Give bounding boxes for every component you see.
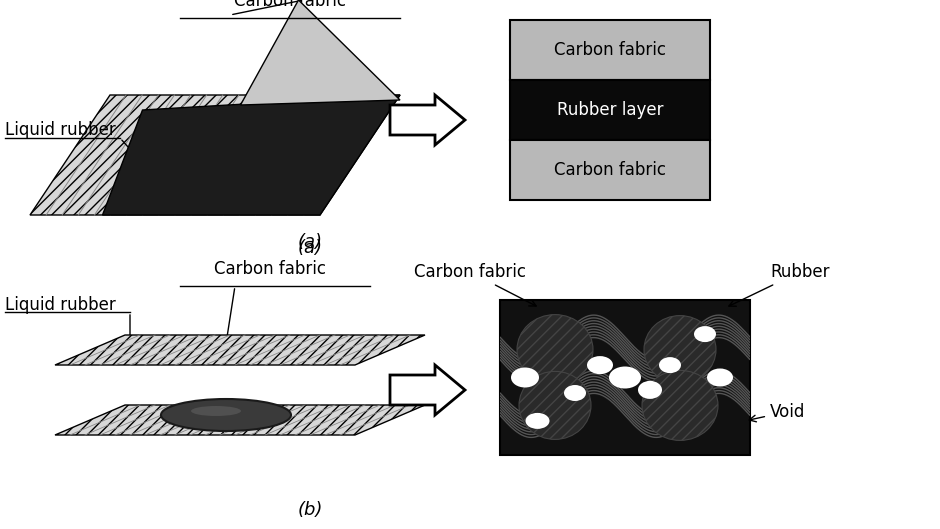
Polygon shape [241,0,400,105]
Ellipse shape [642,370,718,441]
Text: Carbon fabric: Carbon fabric [554,161,666,179]
Ellipse shape [511,368,539,388]
Ellipse shape [638,381,662,399]
Text: (a): (a) [297,233,322,251]
Text: Liquid rubber: Liquid rubber [5,121,116,139]
Text: (b): (b) [297,501,322,519]
Polygon shape [390,95,465,145]
Text: (a): (a) [297,239,322,257]
Bar [510,20,710,80]
Ellipse shape [161,399,291,431]
Polygon shape [30,95,400,215]
Text: Carbon fabric: Carbon fabric [554,41,666,59]
Ellipse shape [191,406,241,416]
Polygon shape [55,405,425,435]
Text: Rubber layer: Rubber layer [556,101,664,119]
Text: Liquid rubber: Liquid rubber [5,296,116,314]
Ellipse shape [694,326,716,342]
Text: Carbon fabric: Carbon fabric [414,263,536,306]
Text: Carbon fabric: Carbon fabric [214,260,326,278]
Ellipse shape [659,357,681,373]
Ellipse shape [517,315,593,385]
Ellipse shape [644,316,716,384]
Text: Carbon fabric: Carbon fabric [234,0,346,10]
Polygon shape [390,365,465,415]
Text: Void: Void [749,403,806,422]
Ellipse shape [519,371,591,440]
Ellipse shape [609,367,641,388]
Polygon shape [55,335,425,365]
Bar [510,80,710,140]
Ellipse shape [525,413,550,429]
Bar [500,300,750,455]
Ellipse shape [707,369,733,387]
Ellipse shape [564,385,586,401]
Bar [510,140,710,200]
Ellipse shape [587,356,613,374]
Polygon shape [102,95,400,215]
Text: Rubber: Rubber [728,263,829,306]
